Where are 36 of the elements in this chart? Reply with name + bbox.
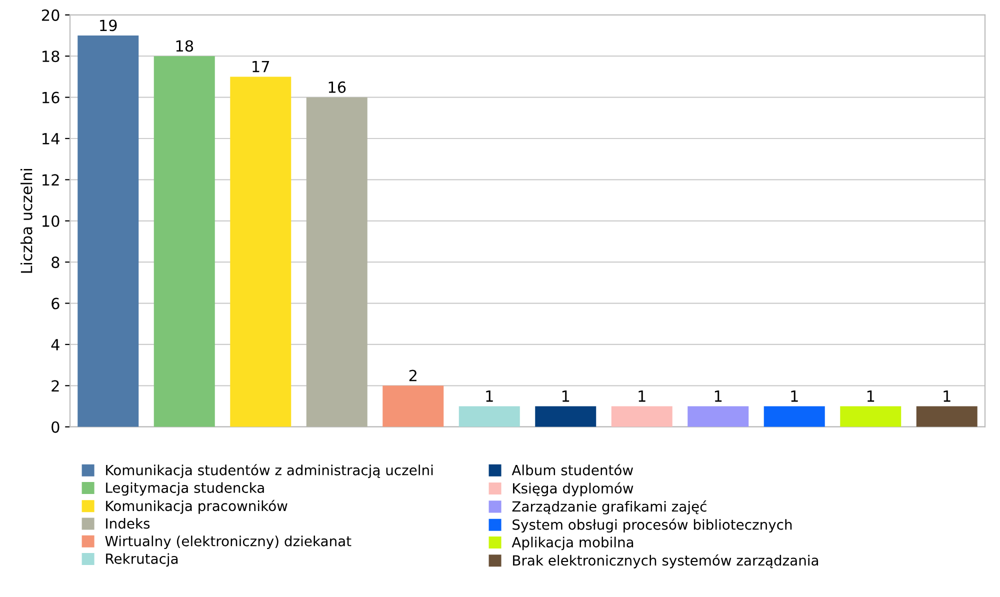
y-tick-label: 8: [52, 256, 60, 268]
y-tick-label: 10: [42, 215, 60, 227]
data-label: 18: [176, 40, 194, 52]
legend-label: Album studentów: [512, 464, 633, 476]
data-label: 2: [409, 370, 416, 382]
legend-label: Indeks: [106, 518, 150, 529]
legend-label: System obsługi procesów bibliotecznych: [512, 518, 792, 533]
data-label: 1: [714, 390, 722, 402]
y-tick-label: 16: [42, 92, 60, 104]
legend-label: Zarządzanie grafikami zajęć: [512, 500, 706, 514]
y-tick-label: 0: [52, 421, 60, 433]
data-label: 1: [638, 390, 646, 402]
legend-label: Rekrutacja: [106, 553, 178, 567]
y-tick-label: 4: [51, 339, 60, 350]
data-label: 1: [867, 390, 874, 402]
data-label: 1: [562, 390, 570, 402]
y-tick-label: 12: [42, 174, 59, 186]
y-tick-label: 18: [42, 50, 60, 62]
legend-label: Aplikacja mobilna: [512, 536, 634, 550]
data-label: 16: [328, 81, 346, 93]
data-label: 1: [944, 390, 950, 402]
y-tick-label: 6: [52, 298, 60, 310]
data-label: 1: [791, 390, 798, 402]
legend-label: Komunikacja studentów z administracją uczelni: [106, 464, 433, 478]
y-tick-label: 2: [52, 380, 59, 392]
y-tick-label: 14: [42, 133, 60, 144]
y-tick-label: 20: [42, 9, 60, 21]
y-axis-title: Liczba uczelni: [20, 168, 32, 273]
legend-label: Wirtualny (elektroniczny) dziekanat: [105, 536, 352, 550]
data-label: 1: [486, 390, 493, 402]
legend-label: Księga dyplomów: [513, 482, 634, 496]
legend-label: Komunikacja pracowników: [106, 500, 288, 514]
legend-label: Brak elektronicznych systemów zarządzania: [513, 554, 818, 568]
data-label: 19: [100, 20, 117, 32]
legend-label: Legitymacja studencka: [106, 482, 264, 496]
data-label: 17: [252, 61, 270, 72]
